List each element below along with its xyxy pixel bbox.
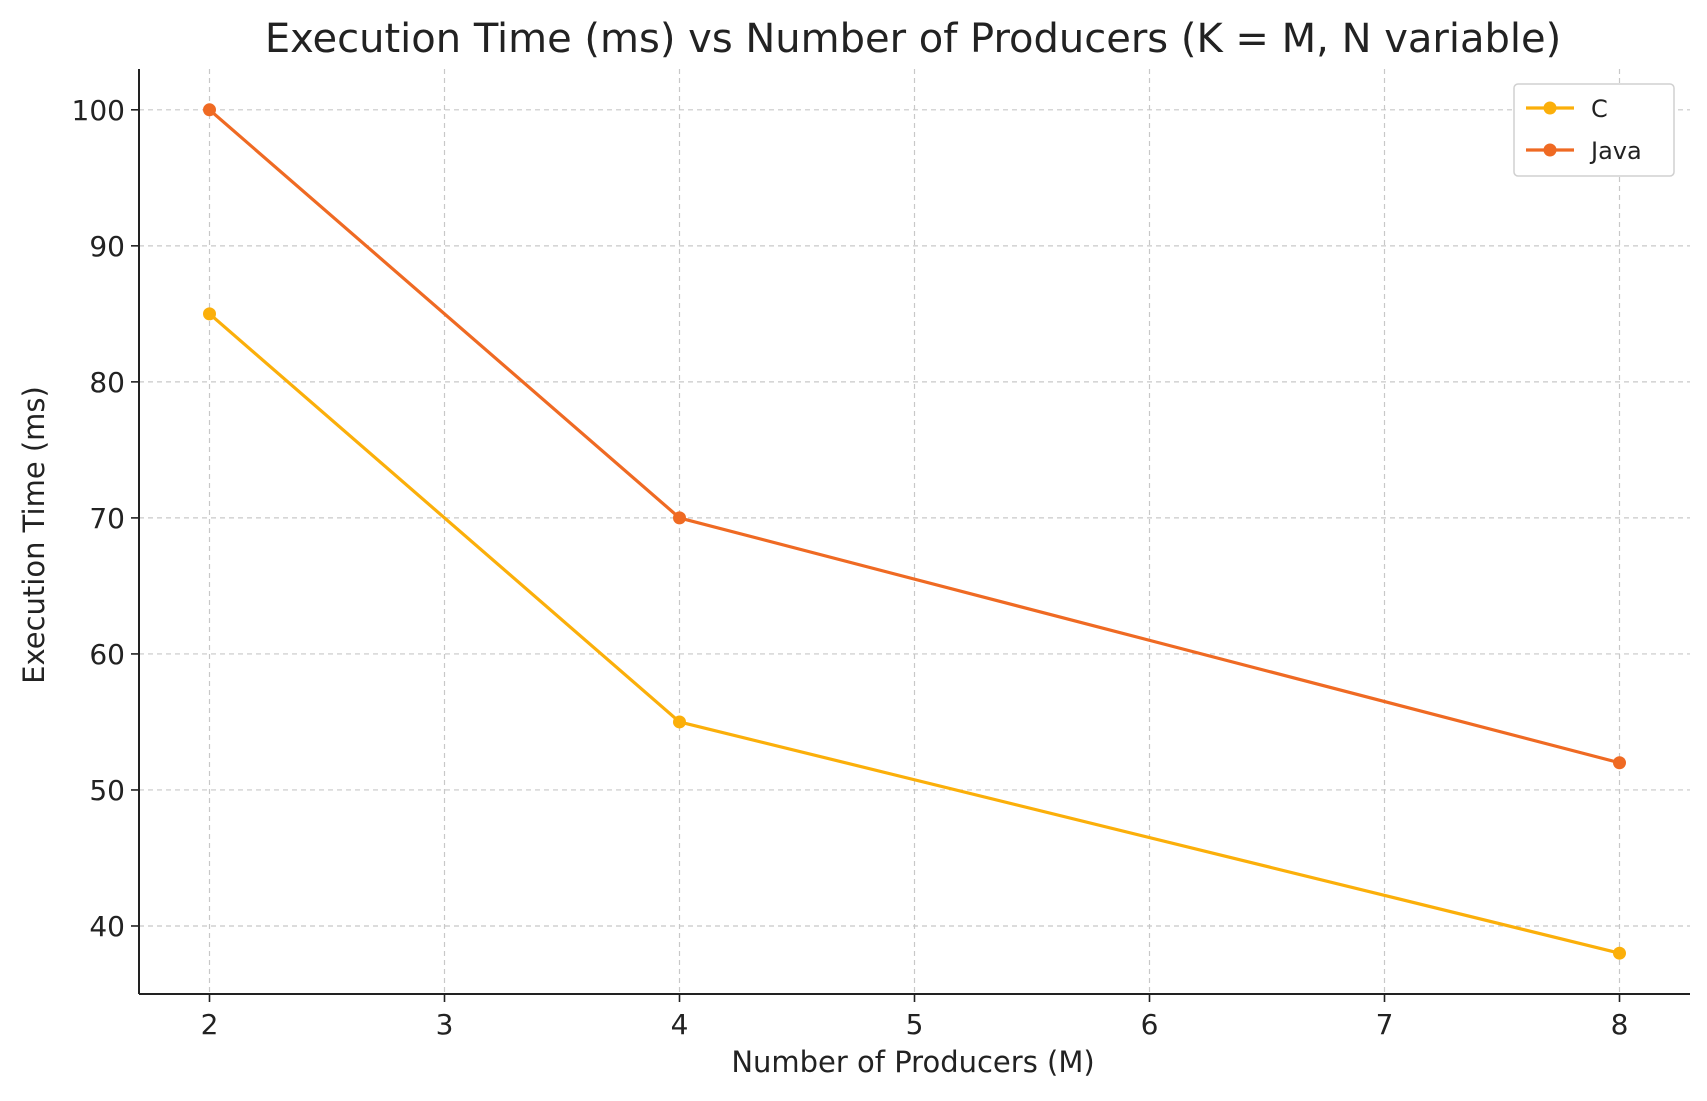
x-tick-label: 6 <box>1141 1008 1159 1041</box>
legend-marker-java <box>1543 143 1557 157</box>
x-tick-label: 4 <box>671 1008 689 1041</box>
y-tick-label: 40 <box>89 910 125 943</box>
series-line-c <box>208 312 1620 955</box>
y-tick-label: 100 <box>72 94 125 127</box>
x-tick-label: 8 <box>1611 1008 1629 1041</box>
x-tick-label: 2 <box>201 1008 219 1041</box>
data-point-c <box>673 715 686 729</box>
x-tick-label: 3 <box>436 1008 454 1041</box>
legend: C Java <box>1513 83 1675 177</box>
series-c <box>203 307 1626 960</box>
x-tick-label: 5 <box>906 1008 924 1041</box>
legend-marker-c <box>1543 101 1557 115</box>
data-point-c <box>1613 946 1626 960</box>
data-point-java <box>673 511 686 525</box>
series-java <box>203 103 1626 770</box>
series-layer <box>203 103 1626 960</box>
chart-title: Execution Time (ms) vs Number of Produce… <box>265 16 1561 62</box>
y-tick-label: 90 <box>89 230 125 263</box>
axes: 2 3 4 5 6 7 8 40 50 60 70 80 90 100 <box>72 69 1690 1041</box>
y-tick-label: 70 <box>89 502 125 535</box>
data-point-java <box>203 103 216 117</box>
x-tick-label: 7 <box>1376 1008 1394 1041</box>
legend-label-java: Java <box>1589 137 1642 165</box>
y-tick-label: 50 <box>89 774 125 807</box>
y-tick-label: 60 <box>89 638 125 671</box>
x-axis-title: Number of Producers (M) <box>731 1045 1094 1079</box>
data-point-c <box>203 307 216 321</box>
grid <box>139 69 1690 994</box>
y-tick-label: 80 <box>89 366 125 399</box>
legend-label-c: C <box>1591 95 1608 123</box>
y-axis-title: Execution Time (ms) <box>17 386 51 684</box>
data-point-java <box>1613 756 1626 770</box>
